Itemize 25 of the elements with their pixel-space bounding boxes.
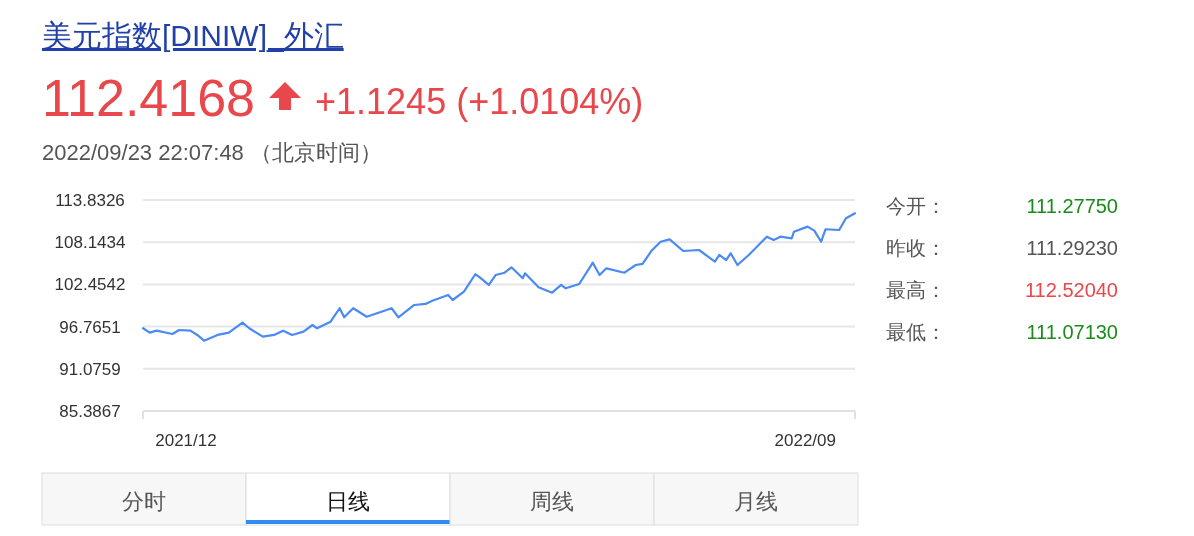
text: 日线 <box>326 489 370 514</box>
text: 今开： <box>886 195 946 217</box>
y-tick-label: 108.1434 <box>54 233 126 253</box>
y-tick-label: 113.8326 <box>55 191 125 210</box>
x-tick-label: 2022/09 <box>774 431 836 450</box>
y-tick-label: 96.7651 <box>59 317 121 337</box>
text: 2022/09/23 22:07:48 （北京时间） <box>42 140 382 165</box>
text: 112.52040 <box>1024 279 1118 301</box>
y-tick-label: 91.0759 <box>59 359 121 379</box>
line-series <box>141 212 857 342</box>
text: 月线 <box>734 489 778 514</box>
chart-title: 美元指数[DINIW]_外汇 <box>42 19 344 52</box>
text: 111.29230 <box>1026 237 1118 259</box>
text: +1.1245 (+1.0104%) <box>315 81 644 122</box>
text: 最低： <box>886 321 946 343</box>
text: 昨收： <box>886 237 946 259</box>
text: 111.07130 <box>1026 321 1118 343</box>
text: 周线 <box>530 489 574 514</box>
text: 分时 <box>122 489 166 514</box>
text: 最高： <box>886 279 946 301</box>
x-tick-label: 2021/12 <box>155 431 217 450</box>
text: 111.27750 <box>1026 195 1118 217</box>
y-tick-label: 85.3867 <box>59 402 121 421</box>
chart-subtitle: 112.4168 <box>42 69 256 127</box>
y-tick-label: 102.4542 <box>54 275 126 295</box>
